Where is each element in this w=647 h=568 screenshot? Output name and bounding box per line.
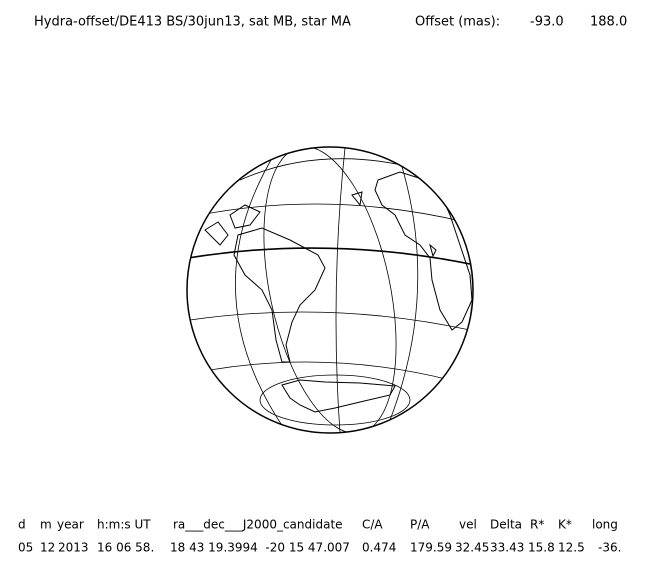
cell: 33.43 [490, 541, 524, 555]
column-header: ra___dec___J2000_candidate [173, 518, 343, 532]
cell: 05 [18, 541, 33, 555]
cell: 12.5 [558, 541, 585, 555]
column-header: C/A [362, 518, 383, 532]
cell: 32.45 [455, 541, 489, 555]
column-header: R* [530, 518, 544, 532]
column-header: P/A [410, 518, 430, 532]
column-header: m [40, 518, 52, 532]
table: d m year h:m:s UT ra___dec___J2000_candi… [18, 518, 621, 555]
table-header: d m year h:m:s UT ra___dec___J2000_candi… [18, 518, 618, 532]
globe [186, 146, 474, 434]
title: Hydra-offset/DE413 BS/30jun13, sat MB, s… [34, 15, 351, 30]
cell: -36. [598, 541, 621, 555]
column-header: K* [558, 518, 572, 532]
column-header: h:m:s UT [97, 518, 151, 532]
column-header: vel [459, 518, 477, 532]
table-row: 05 12 2013 16 06 58. 18 43 19.3994 -20 1… [18, 541, 621, 555]
offset-x: -93.0 [530, 15, 564, 30]
offset-label: Offset (mas): [415, 15, 500, 30]
cell: 0.474 [362, 541, 396, 555]
column-header: long [592, 518, 618, 532]
column-header: Delta [490, 518, 522, 532]
header: Hydra-offset/DE413 BS/30jun13, sat MB, s… [34, 15, 627, 30]
cell: 16 06 58. [97, 541, 154, 555]
offset-y: 188.0 [590, 15, 627, 30]
cell: 12 [40, 541, 55, 555]
cell: 15.8 [528, 541, 555, 555]
cell: 18 43 19.3994 -20 15 47.007 [170, 541, 350, 555]
cell: 179.59 [410, 541, 452, 555]
column-header: year [57, 518, 84, 532]
column-header: d [18, 518, 26, 532]
cell: 2013 [58, 541, 89, 555]
